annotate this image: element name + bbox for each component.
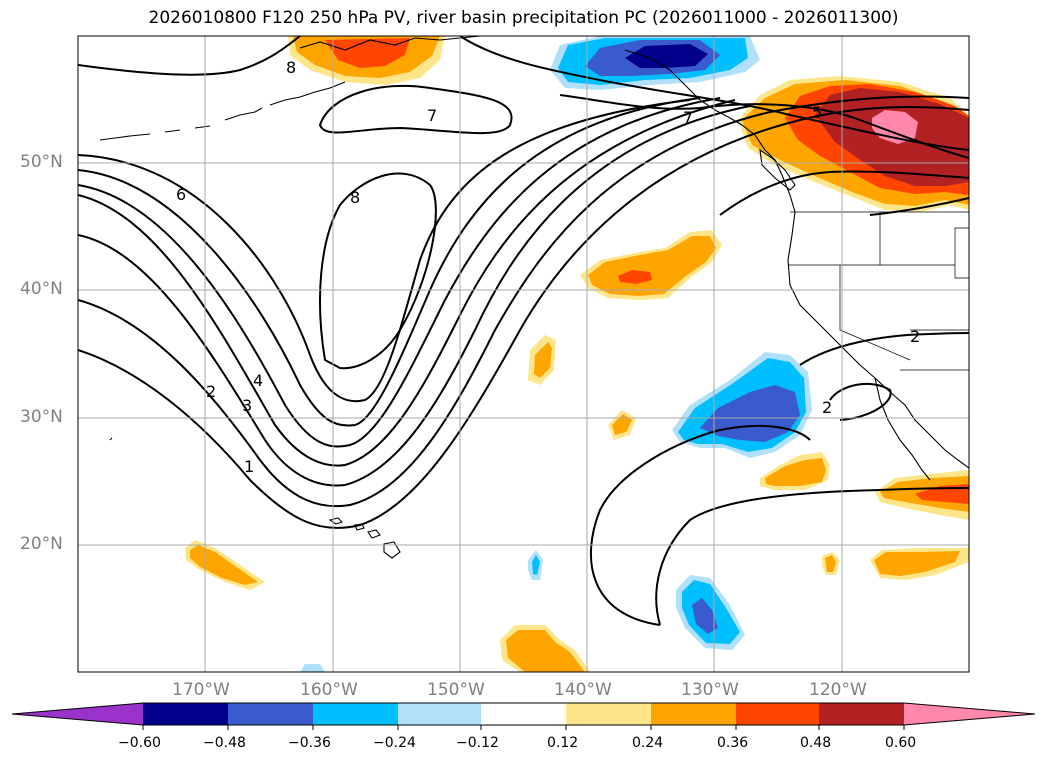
political-borders (788, 211, 969, 371)
map-title: 2026010800 F120 250 hPa PV, river basin … (148, 8, 899, 28)
colorbar (11, 702, 1036, 730)
colorbar-tick-label: −0.12 (456, 735, 499, 751)
colorbar-bin (651, 703, 736, 725)
colorbar-tick-label: 0.48 (800, 735, 832, 751)
colorbar-tick-label: −0.36 (288, 735, 331, 751)
lon-label: 120°W (809, 680, 867, 700)
pv-label: 7 (683, 108, 693, 127)
lat-label: 50°N (20, 152, 63, 172)
precip-blob-midpacific (580, 230, 722, 300)
pv-label: 8 (350, 188, 360, 207)
colorbar-tick-label: 0.60 (885, 735, 917, 751)
pv-contour-labels: 8 7 8 6 4 3 2 1 7 5 2 2 (176, 58, 920, 476)
lon-label: 150°W (427, 680, 485, 700)
pv-label: 2 (206, 382, 216, 401)
lon-label: 130°W (681, 680, 739, 700)
lat-label: 20°N (20, 534, 63, 554)
colorbar-bin (143, 703, 228, 725)
lon-label: 140°W (554, 680, 612, 700)
colorbar-bin (398, 703, 481, 725)
precip-blob-alaska (288, 36, 445, 85)
gridlines (78, 36, 969, 672)
pv-label: 6 (176, 185, 186, 204)
lon-label: 160°W (300, 680, 358, 700)
colorbar-tick-label: −0.60 (118, 735, 161, 751)
colorbar-tick-label: 0.36 (717, 735, 749, 751)
pv-label: 2 (910, 327, 920, 346)
pv-label: 4 (253, 371, 263, 390)
precip-blob-bottom-cyan (300, 664, 325, 672)
colorbar-bin (566, 703, 651, 725)
lon-label: 170°W (172, 680, 230, 700)
precip-blob-gulf-alaska (550, 36, 760, 90)
colorbar-extend-min (12, 703, 143, 725)
colorbar-extend-max (904, 703, 1035, 725)
precip-blob-small-1 (528, 335, 556, 385)
colorbar-tick-label: −0.24 (373, 735, 416, 751)
colorbar-bin (819, 703, 904, 725)
pv-label: 2 (822, 398, 832, 417)
colorbar-bin (481, 703, 566, 725)
pv-label: 3 (242, 396, 252, 415)
colorbar-tick-label: 0.12 (547, 735, 579, 751)
precip-blob-east-1 (760, 452, 830, 490)
colorbar-tick-label: 0.24 (632, 735, 664, 751)
colorbar-tick-label: −0.48 (203, 735, 246, 751)
precip-blob-bottom (500, 625, 590, 672)
pv-label: 1 (244, 457, 254, 476)
lat-label: 40°N (20, 279, 63, 299)
precip-blob-east-2 (870, 548, 969, 580)
pv-label: 5 (812, 103, 822, 122)
pv-label: 8 (286, 58, 296, 77)
precip-blob-south-blue (676, 575, 745, 650)
colorbar-bin (313, 703, 398, 725)
precip-blob-small-cyan (528, 550, 543, 580)
pv-contours (78, 36, 969, 626)
precip-blob-east-3 (822, 552, 840, 575)
lat-label: 30°N (20, 407, 63, 427)
colorbar-bin (736, 703, 819, 725)
map-frame (77, 35, 970, 673)
pv-label: 7 (427, 106, 437, 125)
colorbar-bin (228, 703, 313, 725)
